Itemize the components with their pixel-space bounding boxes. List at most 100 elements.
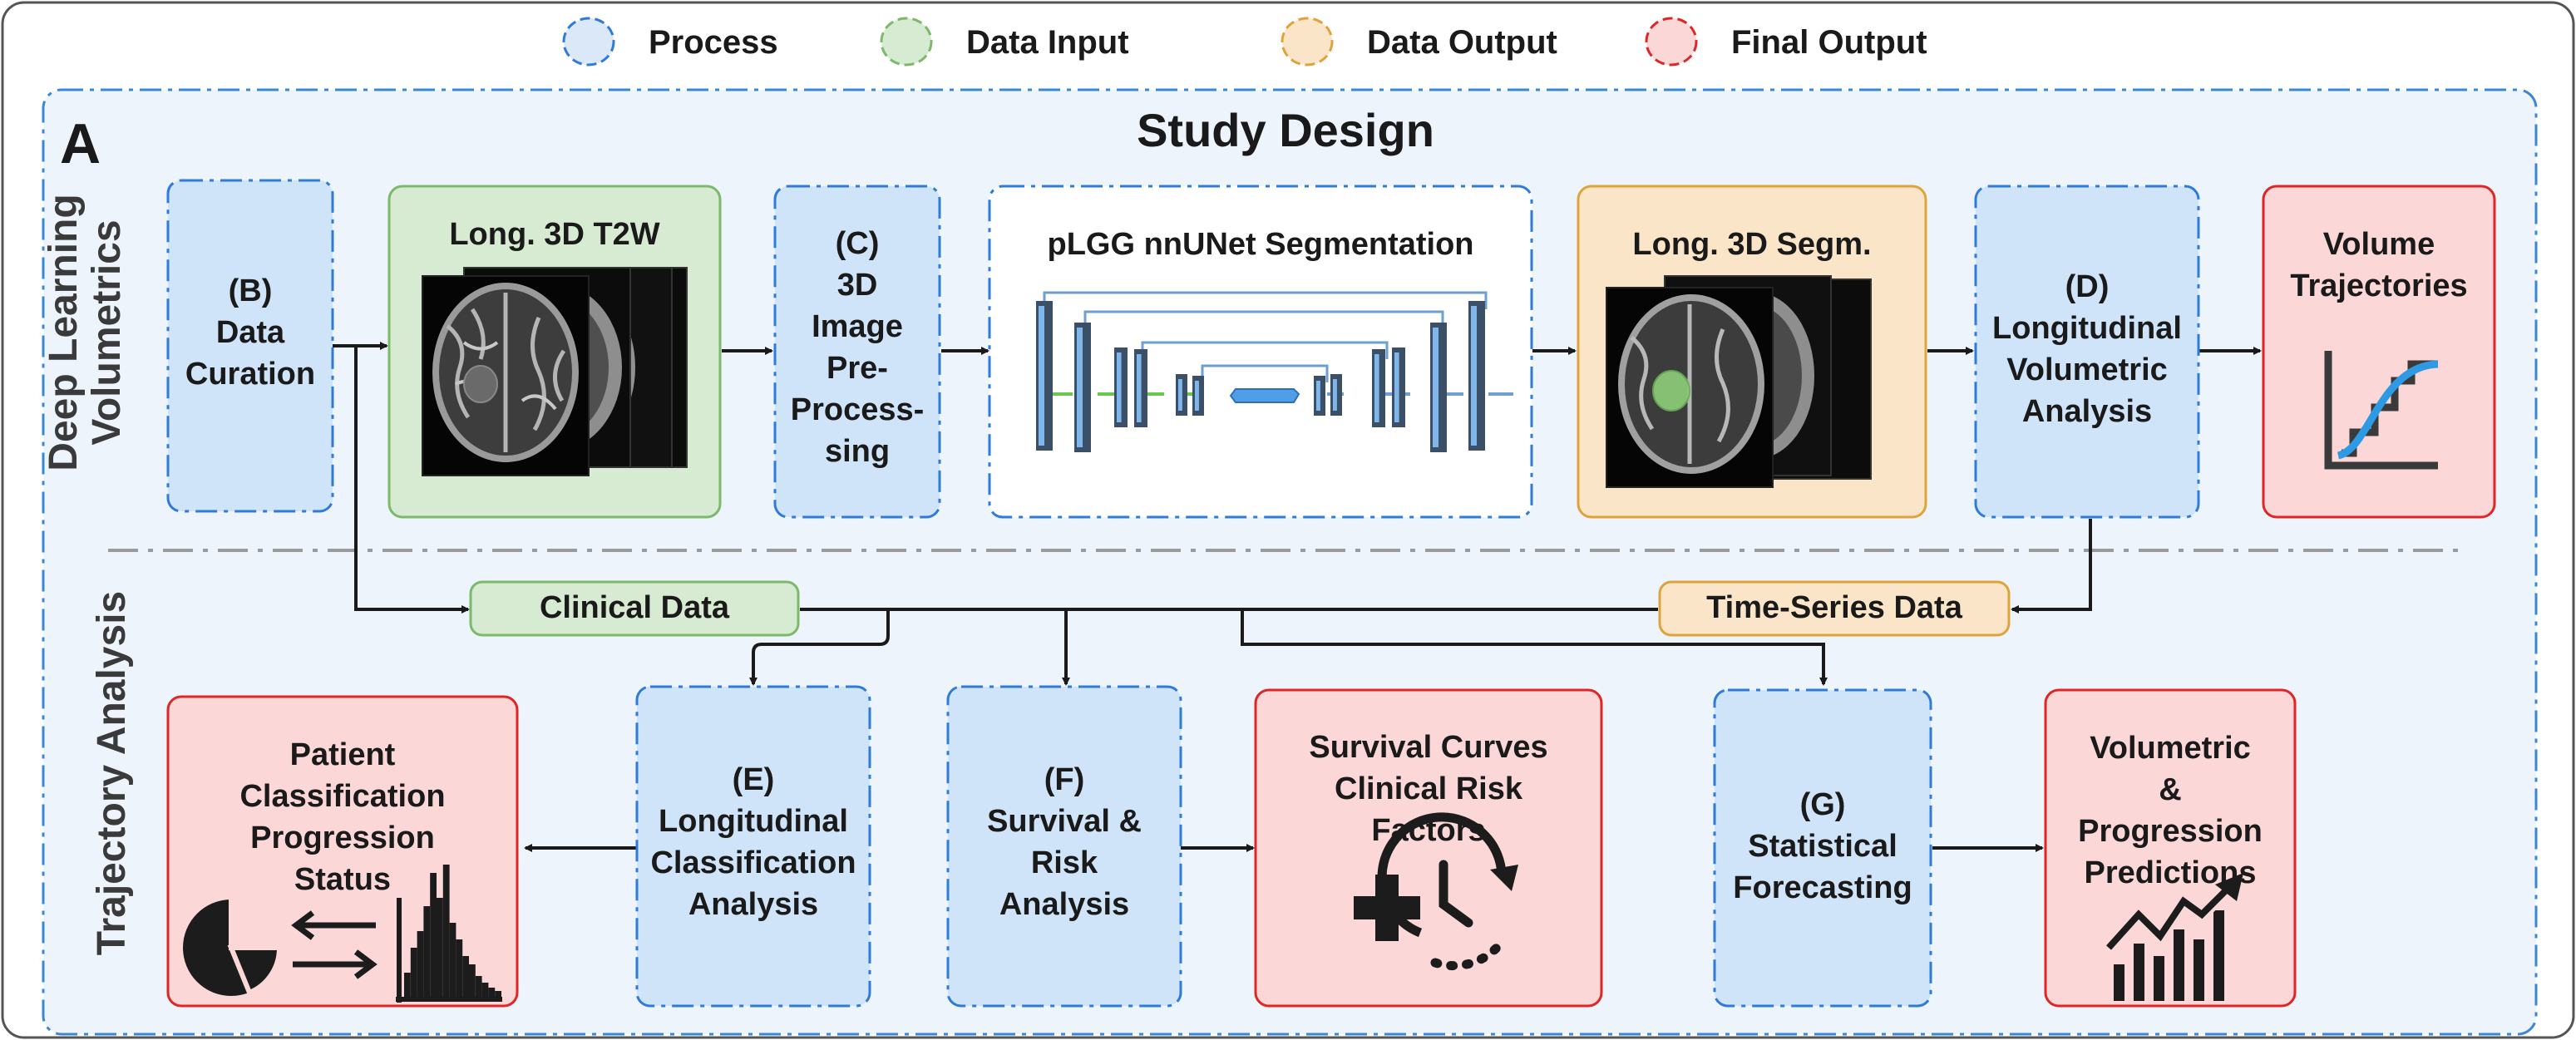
histogram-bar [462, 956, 469, 998]
preprocessing-label-line: Pre- [827, 351, 888, 386]
arrow-bus-to-classification [749, 609, 890, 686]
data-curation-label-line: Data [216, 315, 285, 350]
unet-layer-block [1392, 347, 1405, 427]
volumetric-analysis-label-line: Longitudinal [1992, 311, 2182, 346]
survival-risk-label-line: Survival & [987, 804, 1142, 839]
segmented-mri-stack-icon [1606, 275, 1872, 488]
node-classification-analysis: (E) Longitudinal Classification Analysis [635, 685, 871, 1008]
histogram-bar [469, 964, 476, 998]
arrow-curation-to-clinical [354, 346, 470, 614]
unet-layer-block [1330, 374, 1342, 416]
patient-classification-label-line: Patient [290, 737, 396, 772]
node-patient-classification: Patient Classification Progression Status [166, 695, 519, 1008]
unet-layer-block [1314, 376, 1325, 416]
volumetric-analysis-label-line: Volumetric [2006, 352, 2168, 387]
unet-layer-block [1134, 349, 1147, 427]
unet-layer-block [1372, 349, 1385, 427]
clinical-data-label: Clinical Data [540, 590, 730, 625]
node-preprocessing: (C) 3D Image Pre- Process-sing [773, 185, 941, 519]
unet-layer-block [1036, 301, 1053, 451]
unet-layer-block [1468, 301, 1485, 451]
preprocessing-label-line: (C) [836, 226, 880, 261]
histogram-icon [396, 865, 502, 1003]
volume-trajectories-label: Volume Trajectories [2290, 227, 2467, 303]
mri-slice-stack-icon [422, 267, 688, 476]
survival-risk-label-line: (F) [1044, 762, 1085, 797]
histogram-bar [423, 906, 431, 998]
volumetric-analysis-label-line: Analysis [2022, 394, 2152, 429]
arrow-volumetric-to-timeseries [2011, 519, 2092, 614]
node-statistical-forecasting: (G) Statistical Forecasting [1713, 688, 1932, 1008]
survival-risk-label-line: Analysis [999, 887, 1129, 922]
side-label-deep-learning-volumetrics: Deep Learning Volumetrics [42, 194, 129, 471]
side-label-trajectory-analysis: Trajectory Analysis [90, 591, 134, 955]
progression-predictions-label-line: Volumetric [2090, 731, 2251, 766]
panel-letter: A [60, 112, 101, 175]
legend-label: Process [649, 24, 778, 61]
volume-trajectories-label-line: Volume [2323, 227, 2435, 262]
classification-analysis-label-line: (E) [733, 762, 775, 797]
segmentation-label-line: pLGG nnUNet Segmentation [1048, 227, 1474, 262]
patient-classification-label: Patient Classification Progression Status [239, 737, 445, 897]
unet-layer-block [1192, 376, 1204, 416]
statistical-forecasting-label-line: Forecasting [1733, 870, 1912, 905]
time-series-data-label: Time-Series Data [1706, 590, 1963, 625]
statistical-forecasting-label-line: Statistical [1748, 829, 1897, 864]
clinical-data-label-line: Clinical Data [540, 590, 730, 625]
node-volume-trajectories: Volume Trajectories [2262, 185, 2496, 519]
histogram-bar [481, 983, 489, 998]
unet-layer-block [1176, 374, 1187, 416]
histogram-bar [449, 923, 456, 998]
histogram-bar [488, 988, 496, 998]
survival-risk-label: (F) Survival & Risk Analysis [987, 762, 1142, 922]
arrow-bus-to-forecasting [1241, 609, 1828, 686]
patient-classification-label-line: Status [294, 862, 391, 897]
data-curation-label: (B) Data Curation [185, 274, 315, 392]
survival-risk-label-line: Risk [1031, 845, 1098, 880]
node-survival-risk: (F) Survival & Risk Analysis [946, 685, 1182, 1008]
data-curation-label-line: (B) [229, 274, 273, 308]
histogram-bar [437, 898, 443, 998]
node-data-curation: (B) Data Curation [166, 179, 334, 513]
preprocessing-label-line: sing [825, 434, 890, 469]
node-time-series-data: Time-Series Data [1658, 580, 2011, 637]
pie-chart-icon [183, 896, 283, 996]
time-series-data-label-line: Time-Series Data [1706, 590, 1963, 625]
histogram-bar [495, 991, 501, 998]
side-label-line: Deep Learning [42, 194, 86, 471]
preprocessing-label-line: 3D [837, 268, 878, 303]
classification-analysis-label: (E) Longitudinal Classification Analysis [650, 762, 856, 922]
volumetric-analysis-label: (D) Longitudinal Volumetric Analysis [1992, 269, 2182, 429]
histogram-bar [404, 973, 411, 998]
histogram-bar [430, 873, 437, 998]
side-label-line: Volumetrics [85, 219, 129, 445]
legend-swatch [1645, 17, 1698, 67]
legend-swatch [562, 17, 615, 67]
legend-swatch [880, 17, 933, 67]
patient-classification-label-line: Progression [250, 821, 435, 855]
histogram-bar [475, 976, 482, 998]
panel-title: Study Design [1137, 104, 1434, 156]
side-label-line: Trajectory Analysis [90, 591, 134, 955]
preprocessing-label-line: Process- [791, 392, 925, 427]
statistical-forecasting-label-line: (G) [1800, 787, 1846, 822]
legend-label: Data Input [966, 24, 1129, 61]
legend: Process Data Input Data Output Final Output [562, 17, 1927, 67]
unet-layer-block [1430, 323, 1447, 452]
node-long-3d-t2w: Long. 3D T2W [387, 185, 722, 519]
statistical-forecasting-label: (G) Statistical Forecasting [1733, 787, 1912, 905]
classification-analysis-label-line: Classification [650, 845, 856, 880]
flow-connectors [333, 342, 2262, 852]
long-3d-t2w-label-line: Long. 3D T2W [449, 217, 659, 252]
preprocessing-label-line: Image [812, 309, 903, 344]
unet-architecture-icon [1036, 291, 1513, 452]
unet-layer-block [1114, 347, 1128, 427]
segmentation-label: pLGG nnUNet Segmentation [1048, 227, 1474, 262]
classification-analysis-label-line: Longitudinal [659, 804, 848, 839]
progression-predictions-label-line: Progression [2078, 814, 2263, 849]
medical-cross-clock-icon [1354, 812, 1518, 971]
legend-label: Final Output [1731, 24, 1927, 61]
